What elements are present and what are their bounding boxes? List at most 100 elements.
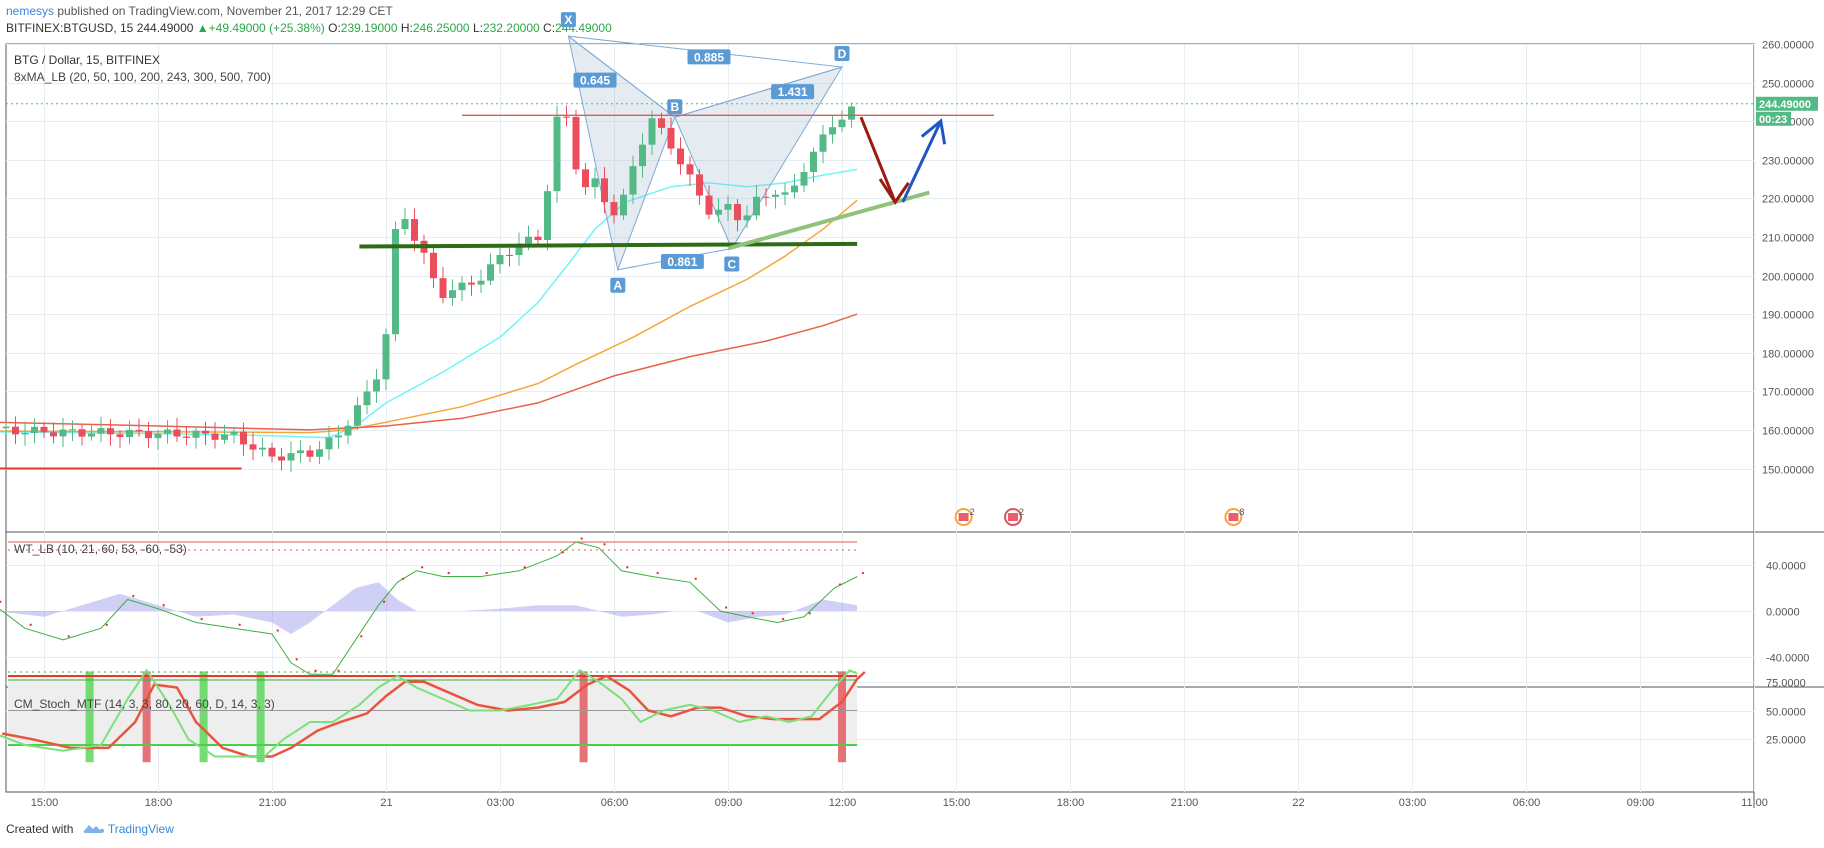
low-value: 232.20000 <box>482 21 540 35</box>
candle-body <box>50 432 57 437</box>
time-tick-label: 11:00 <box>1741 797 1768 809</box>
ratio-xd-label[interactable]: 0.885 <box>694 50 724 64</box>
candle-body <box>278 456 285 461</box>
candle-body <box>392 229 399 335</box>
wt2-dot <box>808 612 811 615</box>
time-tick-label: 03:00 <box>1399 797 1427 809</box>
candle-body <box>667 127 675 149</box>
harmonic-labels[interactable]: X A B C D 0.645 0.885 1.431 0.861 <box>560 12 850 293</box>
candle-body <box>572 116 580 170</box>
arrow-down-shaft[interactable] <box>859 116 897 203</box>
economic-events[interactable]: 2 2 8 <box>954 507 1245 526</box>
wt-indicator-title[interactable]: WT_LB (10, 21, 60, 53, -60, -53) <box>14 542 187 556</box>
ratio-xd-label-bg[interactable] <box>687 49 731 65</box>
candle-body <box>164 429 171 434</box>
stoch-signal-bar <box>838 671 846 763</box>
wt2-dot <box>485 571 488 575</box>
time-tick-label: 12:00 <box>829 797 857 809</box>
low-label: L: <box>472 21 483 35</box>
countdown-label: 00:23 <box>1759 114 1787 126</box>
point-x-label-bg[interactable] <box>560 12 576 28</box>
candle-body <box>715 209 722 215</box>
candle-body <box>154 433 162 439</box>
arrow-down-head-icon[interactable] <box>878 178 910 205</box>
event-count[interactable]: 2 <box>1019 507 1024 517</box>
candle-body <box>506 254 513 256</box>
stoch-signal-bar <box>256 671 265 763</box>
point-x-label[interactable]: X <box>564 13 572 27</box>
publish-info: published on TradingView.com, November 2… <box>57 4 393 18</box>
wt2-dot <box>360 635 363 638</box>
candle-body <box>344 425 352 436</box>
time-tick-label: 18:00 <box>145 797 173 809</box>
arrow-up-shaft[interactable] <box>901 120 943 203</box>
ratio-ac-label-bg[interactable] <box>660 253 704 269</box>
stoch-signal-bar <box>199 671 208 763</box>
price-tick-label: 200.00000 <box>1762 272 1814 284</box>
candle-body <box>705 195 713 215</box>
candle-body <box>126 429 133 438</box>
stoch-d-line <box>1 671 866 758</box>
wt2-dot <box>694 577 697 580</box>
candle-body <box>753 196 760 216</box>
last-price: 244.49000 <box>136 21 194 35</box>
stoch-signal-bar <box>579 671 588 763</box>
price-tick-label: 170.00000 <box>1762 387 1814 399</box>
candle-body <box>316 449 323 457</box>
point-d-label[interactable]: D <box>838 47 847 61</box>
ratio-bd-label-bg[interactable] <box>771 84 815 100</box>
wt2-dot <box>132 594 135 598</box>
candle-body <box>525 236 532 244</box>
point-d-label-bg[interactable] <box>834 46 850 62</box>
tradingview-link[interactable]: TradingView <box>107 822 174 836</box>
candle-body <box>582 169 589 188</box>
candle-body <box>686 164 694 175</box>
candle-body <box>534 236 542 241</box>
ratio-ac-label[interactable]: 0.861 <box>667 255 697 269</box>
stoch-indicator-title[interactable]: CM_Stoch_MTF (14, 3, 3, 80, 20, 60, D, 1… <box>14 697 275 711</box>
wt2-dot <box>603 543 606 546</box>
wt2-dot <box>200 617 203 621</box>
candle-body <box>781 192 789 195</box>
candle-body <box>829 127 836 135</box>
point-c-label-bg[interactable] <box>724 256 740 272</box>
candle-body <box>373 379 380 392</box>
candle-body <box>620 194 627 216</box>
time-tick-label: 18:00 <box>1057 797 1085 809</box>
wt2-dot <box>295 658 298 661</box>
candle-body <box>734 203 741 221</box>
candle-body <box>211 433 219 440</box>
point-a-label-bg[interactable] <box>610 277 626 293</box>
drawings[interactable] <box>0 103 1754 470</box>
point-b-label-bg[interactable] <box>667 99 683 115</box>
point-b-label[interactable]: B <box>670 100 679 114</box>
arrow-up-head-icon[interactable] <box>920 118 947 145</box>
wt2-dot <box>724 606 728 609</box>
ma-indicator-title[interactable]: 8xMA_LB (20, 50, 100, 200, 243, 300, 500… <box>14 70 271 84</box>
candle-body <box>297 450 304 454</box>
time-tick-label: 09:00 <box>715 797 743 809</box>
ratio-xb-label-bg[interactable] <box>573 72 617 88</box>
author-name[interactable]: nemesys <box>6 4 55 18</box>
wt2-dot <box>861 571 865 575</box>
wt1-line <box>0 541 858 675</box>
wt2-dot <box>29 623 32 626</box>
candle-body <box>677 148 684 165</box>
support-line[interactable] <box>359 241 858 249</box>
ratio-bd-label[interactable]: 1.431 <box>778 85 808 99</box>
candle-body <box>173 429 181 437</box>
candle-body <box>629 166 637 195</box>
axes: 15:00 18:00 21:00 21 03:00 06:00 09:00 12:00 15:… <box>31 40 1818 809</box>
tradingview-logo-icon[interactable] <box>83 822 105 837</box>
ratio-xb-label[interactable]: 0.645 <box>580 74 610 88</box>
wt2-dot <box>580 537 583 540</box>
high-value: 246.25000 <box>412 21 470 35</box>
wt2-dot <box>838 583 842 586</box>
event-count[interactable]: 2 <box>970 507 975 517</box>
harmonic-bd-line[interactable] <box>674 66 843 118</box>
point-a-label[interactable]: A <box>613 279 622 293</box>
event-count[interactable]: 8 <box>1239 507 1244 517</box>
stoch-signal-bar <box>142 671 151 763</box>
point-c-label[interactable]: C <box>727 257 736 271</box>
